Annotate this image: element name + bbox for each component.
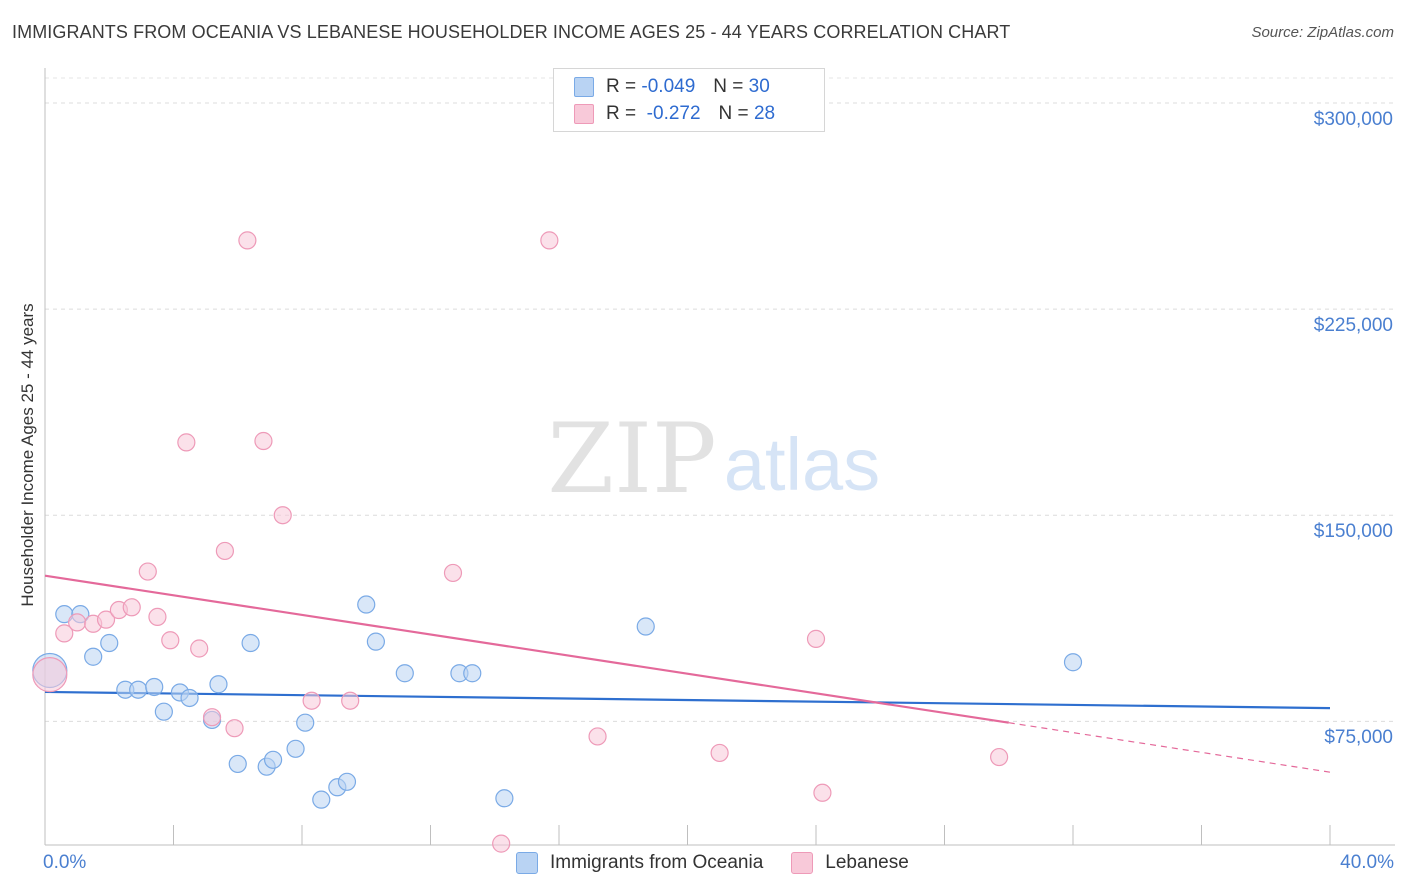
- trend-line-oceania: [44, 690, 1331, 710]
- legend-n-label: N =: [713, 76, 744, 97]
- data-point-oceania: [337, 772, 357, 791]
- data-point-oceania: [495, 789, 514, 808]
- x-tick-label-min: 0.0%: [43, 852, 87, 873]
- y-tick-label: $150,000: [1313, 521, 1393, 543]
- data-point-oceania: [154, 702, 173, 721]
- data-point-oceania: [145, 677, 164, 697]
- data-points: [32, 231, 1083, 853]
- data-point-oceania: [366, 632, 385, 651]
- data-point-lebanese: [710, 743, 729, 763]
- data-point-lebanese: [990, 747, 1009, 767]
- data-point-oceania: [84, 647, 103, 666]
- legend-r-label: R =: [606, 103, 637, 124]
- legend-n-value-lebanese: 28: [753, 103, 776, 124]
- legend-n-label: N =: [718, 103, 749, 124]
- data-point-oceania: [395, 664, 414, 683]
- data-point-lebanese: [443, 563, 463, 583]
- data-point-lebanese: [161, 631, 180, 650]
- data-point-lebanese: [215, 541, 234, 561]
- data-point-lebanese: [238, 231, 257, 250]
- series-swatch-lebanese: [791, 852, 814, 874]
- chart-source: Source: ZipAtlas.com: [1251, 24, 1394, 41]
- data-point-lebanese: [122, 598, 141, 617]
- data-point-oceania: [228, 754, 247, 774]
- data-point-oceania: [463, 664, 482, 683]
- series-legend: Immigrants from Oceania Lebanese: [516, 852, 937, 874]
- correlation-legend: R = -0.049 N = 30 R = -0.272 N = 28: [553, 68, 825, 132]
- data-point-lebanese: [492, 834, 511, 853]
- data-point-oceania: [312, 790, 331, 809]
- data-point-lebanese: [96, 610, 116, 629]
- data-point-oceania: [241, 633, 260, 653]
- legend-n-value-oceania: 30: [748, 76, 770, 97]
- y-tick-label: $225,000: [1313, 315, 1393, 337]
- trend-line-lebanese: [44, 574, 1009, 724]
- legend-swatch-lebanese: [574, 104, 594, 124]
- series-legend-oceania[interactable]: Immigrants from Oceania: [516, 852, 763, 874]
- data-point-oceania: [1063, 653, 1083, 672]
- y-tick-label: $75,000: [1324, 727, 1393, 749]
- data-point-lebanese: [148, 607, 167, 626]
- axes: [44, 68, 1395, 846]
- data-point-lebanese: [341, 691, 360, 710]
- data-point-lebanese: [138, 562, 157, 581]
- data-point-oceania: [296, 713, 315, 732]
- watermark-atlas: atlas: [724, 423, 880, 506]
- trend-lines: [44, 574, 1331, 773]
- data-point-lebanese: [540, 231, 559, 250]
- data-point-lebanese: [68, 613, 87, 632]
- data-point-oceania: [129, 680, 148, 699]
- watermark-zip: ZIP: [547, 403, 716, 515]
- data-point-oceania: [209, 675, 228, 694]
- gridlines: [45, 77, 1395, 722]
- chart-title: IMMIGRANTS FROM OCEANIA VS LEBANESE HOUS…: [12, 22, 1011, 42]
- data-point-oceania: [636, 617, 655, 636]
- legend-swatch-oceania: [574, 77, 594, 97]
- legend-row-oceania: R = -0.049 N = 30: [574, 75, 770, 99]
- data-point-lebanese: [55, 624, 74, 643]
- legend-r-value-lebanese: -0.272: [646, 103, 701, 124]
- data-point-oceania: [286, 739, 305, 758]
- series-label-oceania: Immigrants from Oceania: [550, 852, 764, 873]
- y-tick-label: $300,000: [1313, 108, 1393, 130]
- trend-line-extension-lebanese: [1008, 722, 1331, 773]
- data-point-lebanese: [254, 431, 273, 451]
- data-point-lebanese: [302, 691, 321, 710]
- data-point-oceania: [357, 595, 376, 614]
- legend-r-value-oceania: -0.049: [641, 76, 696, 97]
- data-point-oceania: [180, 688, 199, 708]
- x-tick-label-max: 40.0%: [1340, 852, 1394, 873]
- data-point-lebanese: [177, 433, 196, 452]
- watermark: ZIP atlas: [547, 403, 880, 515]
- series-legend-lebanese[interactable]: Lebanese: [791, 852, 909, 874]
- data-point-lebanese: [813, 783, 832, 802]
- legend-row-lebanese: R = -0.272 N = 28: [574, 102, 775, 126]
- data-point-lebanese: [806, 629, 826, 648]
- data-point-oceania: [100, 633, 119, 653]
- data-point-lebanese: [588, 727, 607, 746]
- data-point-oceania: [263, 750, 283, 769]
- data-point-lebanese: [32, 657, 68, 693]
- data-point-lebanese: [190, 639, 209, 658]
- series-label-lebanese: Lebanese: [825, 852, 909, 873]
- data-point-lebanese: [225, 719, 244, 738]
- data-point-lebanese: [202, 708, 222, 727]
- data-point-lebanese: [273, 506, 292, 525]
- series-swatch-oceania: [516, 852, 538, 874]
- legend-r-label: R =: [606, 76, 637, 97]
